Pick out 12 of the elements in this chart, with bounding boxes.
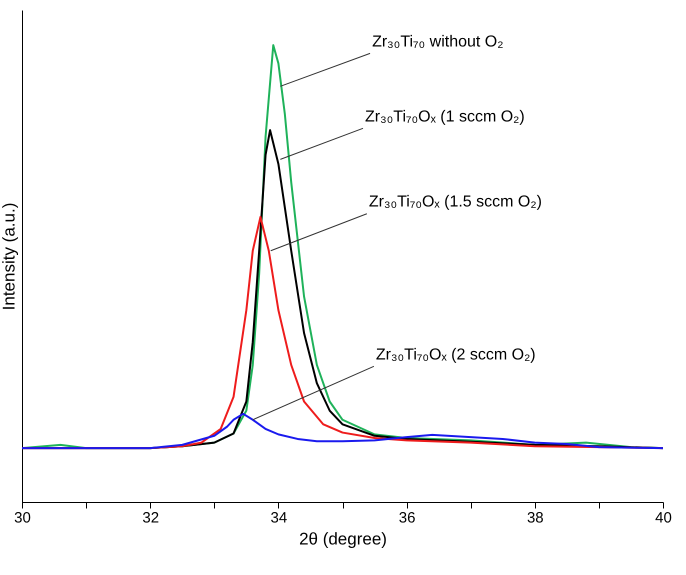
- x-tick-label: 34: [270, 510, 288, 526]
- annotation: Zr₃₀Ti₇₀Oₓ (1 sccm O₂): [365, 108, 525, 126]
- annotation: Zr₃₀Ti₇₀Oₓ (2 sccm O₂): [376, 346, 536, 364]
- x-tick-label: 30: [14, 510, 31, 526]
- y-axis-title: Intensity (a.u.): [0, 202, 18, 310]
- x-tick-label: 32: [142, 510, 160, 526]
- x-tick-label: 38: [526, 510, 544, 526]
- annotation: Zr₃₀Ti₇₀Oₓ (1.5 sccm O₂): [368, 194, 542, 211]
- annotation: Zr₃₀Ti₇₀ without O₂: [372, 33, 504, 50]
- x-tick-label: 40: [655, 510, 672, 526]
- x-tick-label: 36: [398, 510, 416, 526]
- x-axis-title: 2θ (degree): [299, 530, 387, 548]
